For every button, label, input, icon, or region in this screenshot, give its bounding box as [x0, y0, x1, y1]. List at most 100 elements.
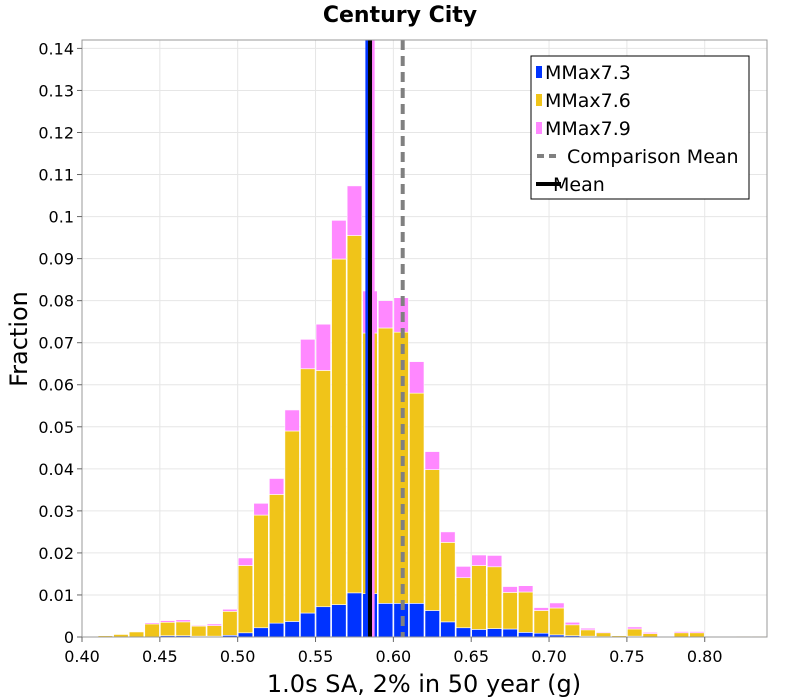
bar-MMax7.6: [455, 577, 472, 629]
y-tick-label: 0.06: [38, 376, 74, 395]
y-axis-title: Fraction: [5, 291, 33, 387]
bar-MMax7.9: [673, 631, 689, 634]
legend: MMax7.3 MMax7.6 MMax7.9 Comparison Mean Mean: [530, 55, 750, 200]
plot-frame: [81, 39, 768, 638]
vertical-lines: [365, 40, 405, 637]
legend-swatch-mmax7.9: [536, 122, 542, 134]
bar-MMax7.3: [237, 632, 254, 638]
bar-MMax7.3: [409, 603, 425, 638]
bar-MMax7.9: [409, 361, 425, 394]
bar-MMax7.6: [144, 623, 160, 638]
bar-MMax7.3: [315, 606, 331, 638]
y-tick-label: 0.07: [38, 334, 74, 353]
bar-MMax7.3: [502, 628, 518, 638]
bar-MMax7.9: [222, 608, 238, 612]
bar-MMax7.9: [502, 586, 518, 593]
bar-MMax7.6: [346, 235, 363, 594]
y-ticks: 0 0.01 0.02 0.03 0.04 0.05 0.06 0.07 0.08 0.09 0.1…: [38, 39, 82, 647]
legend-box: [530, 55, 750, 200]
legend-label-mmax7.6: MMax7.6: [545, 90, 631, 112]
bar-MMax7.6: [315, 370, 331, 608]
bar-MMax7.6: [595, 632, 612, 637]
legend-label-mmax7.3: MMax7.3: [545, 62, 631, 84]
bar-MMax7.6: [393, 331, 409, 604]
x-tick-label: 0.70: [531, 647, 567, 666]
bar-MMax7.6: [440, 542, 456, 623]
bar-MMax7.9: [471, 554, 487, 566]
bar-MMax7.9: [377, 300, 394, 329]
bar-MMax7.9: [269, 478, 285, 495]
y-tick-label: 0.02: [38, 544, 74, 563]
x-ticks: 0.40 0.45 0.50 0.55 0.60 0.65 0.70 0.75 0.80: [64, 637, 723, 666]
bar-MMax7.6: [564, 624, 580, 637]
bar-MMax7.6: [424, 469, 440, 611]
bar-MMax7.3: [377, 603, 394, 638]
x-tick-label: 0.65: [453, 647, 489, 666]
bar-MMax7.3: [533, 632, 549, 638]
y-tick-label: 0.1: [49, 208, 74, 227]
bar-MMax7.6: [253, 514, 269, 629]
legend-label-comparison-mean: Comparison Mean: [567, 146, 739, 168]
bar-MMax7.6: [128, 631, 145, 638]
bar-MMax7.6: [222, 611, 238, 636]
x-tick-label: 0.50: [220, 647, 256, 666]
y-tick-label: 0.11: [38, 166, 74, 185]
bar-MMax7.6: [642, 633, 658, 638]
bar-MMax7.9: [689, 631, 705, 634]
bar-MMax7.3: [284, 621, 300, 638]
bar-MMax7.6: [502, 592, 518, 630]
bar-MMax7.6: [377, 327, 394, 604]
bar-MMax7.9: [564, 621, 580, 626]
y-tick-label: 0.08: [38, 292, 74, 311]
bar-MMax7.6: [533, 610, 549, 634]
bar-MMax7.3: [269, 622, 285, 638]
bar-MMax7.6: [206, 625, 222, 637]
bar-MMax7.6: [191, 625, 207, 637]
bar-MMax7.6: [549, 607, 565, 636]
bar-MMax7.3: [471, 629, 487, 638]
legend-label-mmax7.9: MMax7.9: [545, 118, 631, 140]
legend-swatch-mmax7.6: [536, 94, 542, 106]
bar-MMax7.9: [440, 531, 456, 543]
bar-MMax7.3: [331, 604, 347, 638]
bar-MMax7.9: [284, 409, 300, 432]
bar-MMax7.6: [471, 565, 487, 630]
bar-MMax7.9: [191, 624, 207, 627]
x-tick-label: 0.55: [298, 647, 334, 666]
y-tick-label: 0.05: [38, 418, 74, 437]
bar-MMax7.3: [346, 592, 363, 638]
bar-MMax7.9: [237, 557, 254, 566]
x-tick-label: 0.45: [142, 647, 178, 666]
bar-MMax7.3: [518, 632, 534, 638]
bar-MMax7.9: [300, 339, 316, 370]
bar-MMax7.6: [269, 494, 285, 624]
bar-MMax7.6: [486, 566, 503, 629]
bar-MMax7.9: [580, 627, 596, 631]
bar-MMax7.9: [549, 602, 565, 609]
bar-MMax7.9: [175, 619, 191, 623]
legend-label-mean: Mean: [553, 174, 605, 196]
bar-MMax7.9: [253, 503, 269, 516]
y-tick-label: 0.14: [38, 39, 74, 58]
bar-MMax7.9: [144, 622, 160, 625]
bar-MMax7.3: [455, 627, 472, 638]
bar-MMax7.6: [160, 621, 176, 637]
y-tick-label: 0.09: [38, 250, 74, 269]
bar-MMax7.6: [673, 632, 689, 638]
bar-MMax7.6: [175, 621, 191, 637]
bar-MMax7.9: [627, 626, 643, 630]
bar-MMax7.6: [284, 430, 300, 622]
bar-MMax7.6: [518, 591, 534, 633]
bars: [97, 185, 767, 638]
legend-swatch-mmax7.3: [536, 66, 542, 78]
y-tick-label: 0: [64, 628, 74, 647]
bar-MMax7.3: [486, 628, 503, 638]
bar-MMax7.6: [300, 368, 316, 614]
y-tick-label: 0.13: [38, 81, 74, 100]
bar-MMax7.6: [331, 258, 347, 605]
bar-MMax7.9: [424, 451, 440, 470]
bar-MMax7.9: [455, 566, 472, 579]
bar-MMax7.9: [533, 607, 549, 611]
bar-MMax7.3: [424, 610, 440, 638]
bar-MMax7.9: [160, 620, 176, 623]
